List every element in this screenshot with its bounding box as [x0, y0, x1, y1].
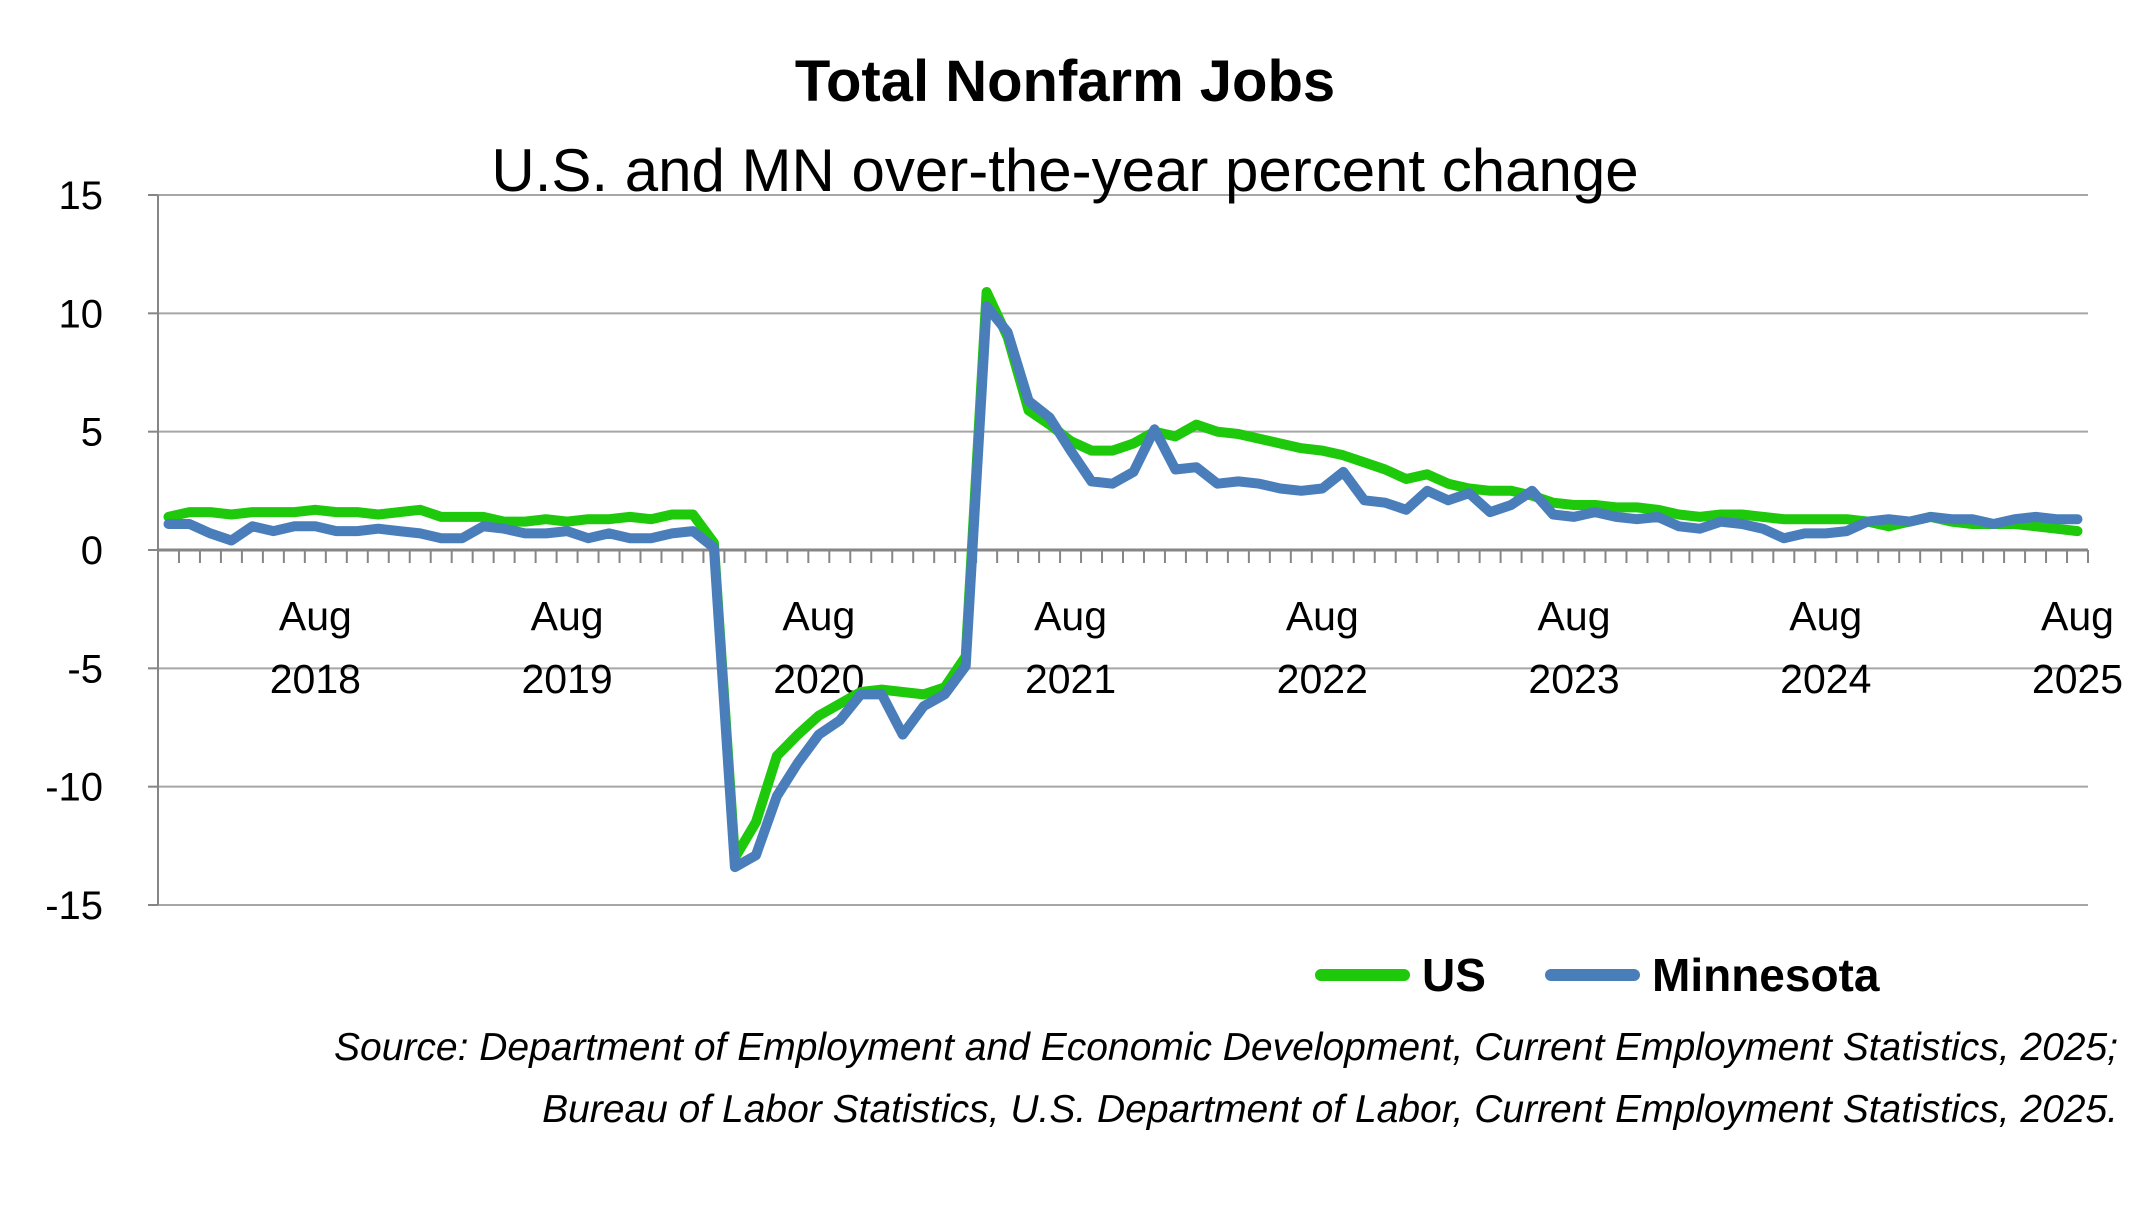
x-tick-label-month: Aug [1789, 593, 1862, 639]
y-axis-labels: 15 10 5 0 -5 -10 -15 [45, 174, 103, 928]
y-tick-label: -15 [45, 884, 103, 928]
gridlines [158, 194, 2088, 906]
x-tick-label-month: Aug [2041, 593, 2114, 639]
axes [148, 194, 2089, 906]
y-tick-label: -5 [67, 647, 103, 691]
x-axis-labels: Aug2018Aug2019Aug2020Aug2021Aug2022Aug20… [270, 593, 2123, 702]
x-tick-label-year: 2019 [521, 656, 612, 702]
x-tick-label-year: 2024 [1780, 656, 1871, 702]
source-note-line-1: Source: Department of Employment and Eco… [334, 1026, 2118, 1069]
legend-label-us: US [1422, 949, 1486, 1001]
chart-subtitle: U.S. and MN over-the-year percent change [491, 137, 1639, 204]
source-note-line-2: Bureau of Labor Statistics, U.S. Departm… [542, 1088, 2118, 1131]
x-tick-label-month: Aug [1538, 593, 1611, 639]
x-tick-label-month: Aug [531, 593, 604, 639]
y-tick-label: 5 [81, 411, 103, 455]
series-lines [163, 287, 2083, 873]
x-tick-label-month: Aug [1034, 593, 1107, 639]
x-tick-label-month: Aug [1286, 593, 1359, 639]
legend-swatch-us [1315, 969, 1410, 981]
series-line-us [163, 287, 2083, 863]
legend-swatch-minnesota [1545, 969, 1640, 981]
x-tick-label-month: Aug [782, 593, 855, 639]
x-tick-label-year: 2023 [1528, 656, 1619, 702]
x-tick-label-year: 2021 [1025, 656, 1116, 702]
y-tick-label: 15 [59, 174, 104, 218]
x-tick-label-month: Aug [279, 593, 352, 639]
x-tick-label-year: 2018 [270, 656, 361, 702]
y-tick-label: -10 [45, 766, 103, 810]
legend-label-minnesota: Minnesota [1652, 949, 1880, 1001]
series-line-minnesota [163, 301, 2083, 873]
chart-title: Total Nonfarm Jobs [794, 49, 1336, 114]
legend-item-minnesota: Minnesota [1545, 948, 1879, 1002]
y-tick-label: 10 [59, 292, 104, 336]
y-tick-label: 0 [81, 529, 103, 573]
x-tick-label-year: 2022 [1277, 656, 1368, 702]
legend-item-us: US [1315, 948, 1486, 1002]
x-tick-label-year: 2025 [2032, 656, 2123, 702]
